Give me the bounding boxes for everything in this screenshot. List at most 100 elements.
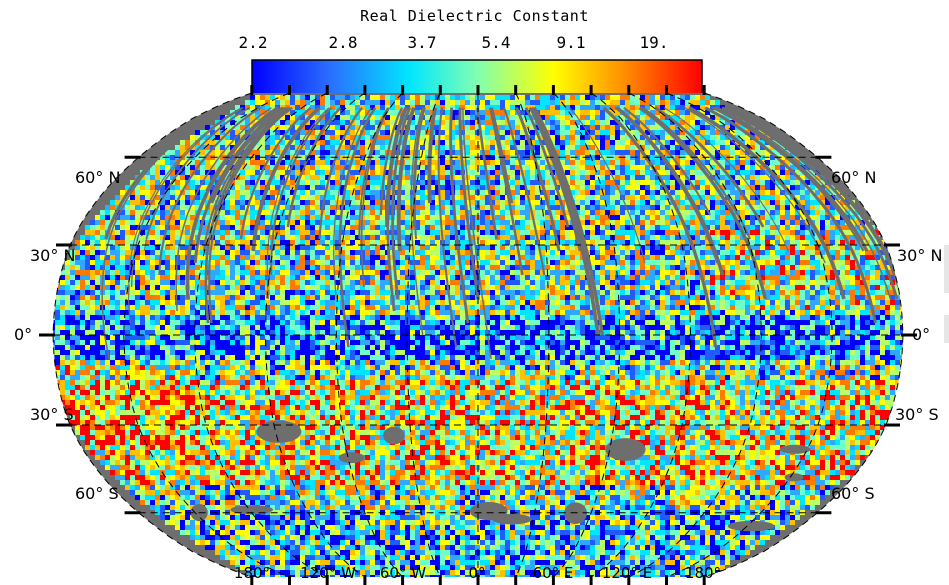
data-pixel [440,130,445,135]
data-pixel [425,140,430,145]
data-pixel [710,135,715,140]
data-pixel [520,150,525,155]
data-pixel [290,140,295,145]
data-pixel [485,245,490,250]
data-pixel [355,100,360,105]
data-pixel [290,175,295,180]
data-pixel [605,140,610,145]
data-pixel [365,245,370,250]
data-pixel [260,220,265,225]
data-pixel [210,255,215,260]
data-pixel [405,145,410,150]
data-pixel [125,275,130,280]
data-pixel [710,235,715,240]
data-pixel [745,140,750,145]
data-pixel [465,245,470,250]
data-pixel [500,125,505,130]
data-pixel [670,225,675,230]
data-pixel [160,160,165,165]
data-pixel [650,135,655,140]
data-pixel [175,270,180,275]
data-pixel [495,105,500,110]
data-pixel [160,235,165,240]
data-pixel [645,205,650,210]
data-pixel [595,240,600,245]
data-pixel [105,270,110,275]
data-pixel [240,170,245,175]
data-pixel [740,255,745,260]
data-pixel [660,240,665,245]
data-pixel [280,260,285,265]
data-pixel [285,195,290,200]
data-pixel [610,105,615,110]
data-pixel [415,215,420,220]
data-pixel [810,170,815,175]
data-pixel [80,250,85,255]
data-pixel [440,250,445,255]
data-pixel [485,255,490,260]
data-pixel [310,225,315,230]
data-pixel [765,225,770,230]
data-pixel [245,195,250,200]
data-pixel [475,185,480,190]
data-pixel [470,155,475,160]
data-pixel [615,110,620,115]
data-pixel [530,260,535,265]
data-pixel [510,175,515,180]
data-pixel [425,195,430,200]
data-pixel [390,175,395,180]
data-pixel [355,145,360,150]
data-pixel [395,95,400,100]
data-pixel [800,230,805,235]
data-pixel [615,265,620,270]
data-pixel [740,235,745,240]
data-pixel [130,190,135,195]
data-pixel [475,125,480,130]
data-pixel [695,245,700,250]
data-pixel [740,210,745,215]
data-pixel [460,240,465,245]
data-pixel [590,245,595,250]
data-pixel [285,190,290,195]
data-pixel [490,100,495,105]
data-pixel [520,215,525,220]
data-pixel [610,130,615,135]
data-pixel [375,175,380,180]
data-pixel [305,250,310,255]
data-pixel [260,185,265,190]
data-pixel [110,210,115,215]
data-pixel [400,140,405,145]
data-pixel [415,260,420,265]
data-pixel [135,185,140,190]
data-pixel [490,170,495,175]
data-pixel [380,105,385,110]
data-pixel [405,100,410,105]
data-pixel [725,245,730,250]
data-pixel [655,245,660,250]
data-pixel [600,100,605,105]
data-pixel [325,130,330,135]
data-pixel [485,125,490,130]
data-pixel [660,100,665,105]
data-pixel [755,135,760,140]
data-pixel [875,255,880,260]
data-pixel [305,255,310,260]
data-pixel [205,235,210,240]
data-pixel [370,215,375,220]
data-pixel [435,265,440,270]
data-pixel [415,165,420,170]
data-pixel [690,170,695,175]
data-pixel [455,200,460,205]
data-pixel [610,125,615,130]
data-pixel [635,170,640,175]
data-pixel [635,240,640,245]
data-pixel [550,95,555,100]
data-pixel [515,115,520,120]
data-pixel [800,190,805,195]
data-pixel [700,195,705,200]
data-pixel [865,245,870,250]
data-pixel [780,255,785,260]
data-pixel [475,245,480,250]
data-pixel [455,95,460,100]
data-pixel [575,195,580,200]
